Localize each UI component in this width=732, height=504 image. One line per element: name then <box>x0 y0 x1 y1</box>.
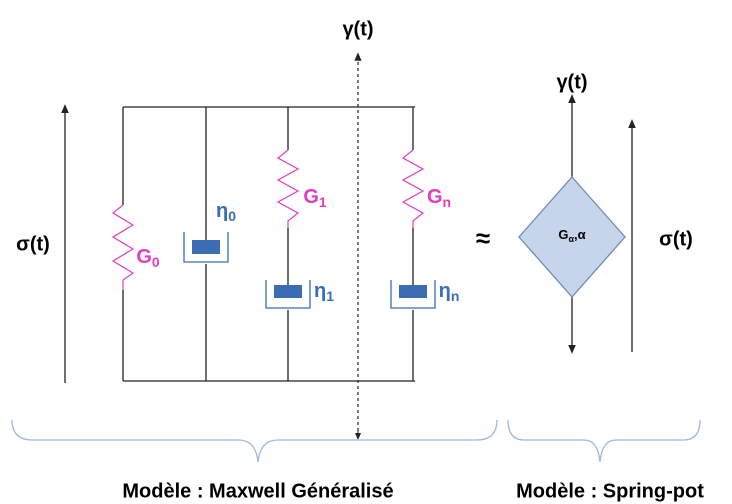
caption: Modèle : Spring-pot <box>516 480 704 502</box>
stress-label: σ(t) <box>16 233 50 255</box>
dashpot-label: ηn <box>439 280 460 303</box>
spring-label: G1 <box>303 186 327 209</box>
brace <box>507 419 701 463</box>
springpot-strain-label: γ(t) <box>556 71 587 93</box>
brace <box>11 419 498 463</box>
approx-sign: ≈ <box>476 223 490 253</box>
maxwell-circuit <box>111 106 436 382</box>
dashpot-label: η0 <box>216 200 236 223</box>
springpot-element <box>518 176 626 298</box>
strain-label: γ(t) <box>342 18 373 40</box>
dashpot-label: η1 <box>314 280 334 303</box>
spring-label: Gn <box>427 186 451 209</box>
spring-label: G0 <box>136 246 160 269</box>
springpot-label: Gα,α <box>558 227 585 244</box>
springpot-stress-label: σ(t) <box>659 228 693 250</box>
caption: Modèle : Maxwell Généralisé <box>122 480 393 502</box>
